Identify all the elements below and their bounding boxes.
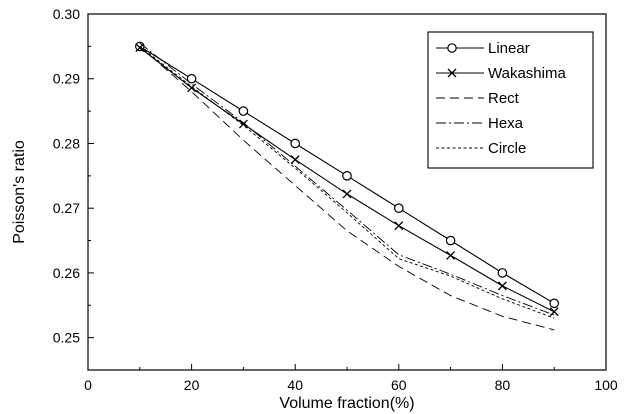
series-linear: [135, 41, 559, 309]
x-tick-label: 80: [495, 377, 511, 393]
circle-marker: [549, 298, 559, 309]
legend-label: Circle: [488, 140, 526, 157]
x-marker: [446, 250, 456, 260]
y-tick-label: 0.27: [53, 200, 80, 216]
x-axis-ticks: 0 20 40 60 80 100: [84, 364, 618, 393]
x-tick-label: 20: [184, 377, 200, 393]
circle-marker: [290, 138, 300, 149]
y-tick-label: 0.28: [53, 135, 80, 151]
y-tick-label: 0.30: [53, 6, 80, 22]
series-line: [139, 46, 555, 331]
x-tick-label: 60: [391, 377, 407, 393]
y-axis-ticks: 0.25 0.26 0.27 0.28 0.29 0.30: [53, 6, 94, 346]
x-marker: [290, 155, 300, 165]
legend-item: Circle: [436, 140, 526, 157]
y-tick-label: 0.26: [53, 265, 80, 281]
circle-marker: [393, 203, 404, 213]
circle-marker: [238, 106, 249, 116]
y-axis-title: Poisson's ratio: [11, 140, 28, 244]
legend-item: Wakashima: [436, 65, 566, 82]
series-hexa: [139, 42, 555, 316]
series-circle: [139, 46, 555, 319]
circle-marker: [447, 43, 457, 53]
circle-marker: [186, 73, 197, 84]
legend: Linear Wakashima Rect Hexa Circle: [427, 31, 594, 169]
series-line: [139, 42, 555, 316]
x-tick-label: 0: [84, 377, 92, 393]
x-marker: [238, 119, 248, 129]
y-tick-label: 0.29: [53, 71, 80, 87]
x-marker: [342, 189, 352, 199]
series-line: [139, 46, 555, 319]
legend-label: Linear: [488, 40, 530, 57]
circle-marker: [342, 171, 352, 181]
y-tick-label: 0.25: [53, 330, 80, 346]
legend-box: [427, 31, 594, 169]
circle-marker: [497, 268, 508, 278]
x-marker: [187, 83, 197, 93]
legend-label: Hexa: [488, 115, 524, 132]
x-marker: [394, 221, 404, 231]
x-marker: [497, 281, 507, 291]
legend-label: Rect: [488, 90, 520, 107]
circle-marker: [445, 235, 456, 246]
legend-label: Wakashima: [488, 65, 566, 82]
legend-item: Hexa: [436, 115, 524, 132]
series-rect: [139, 46, 555, 331]
x-marker: [447, 68, 457, 78]
x-axis-title: Volume fraction(%): [279, 395, 414, 412]
legend-item: Linear: [436, 40, 530, 57]
series-layer: [135, 41, 559, 331]
legend-item: Rect: [436, 90, 520, 107]
x-marker: [549, 307, 559, 317]
x-tick-label: 40: [287, 377, 303, 393]
x-tick-label: 100: [594, 377, 618, 393]
